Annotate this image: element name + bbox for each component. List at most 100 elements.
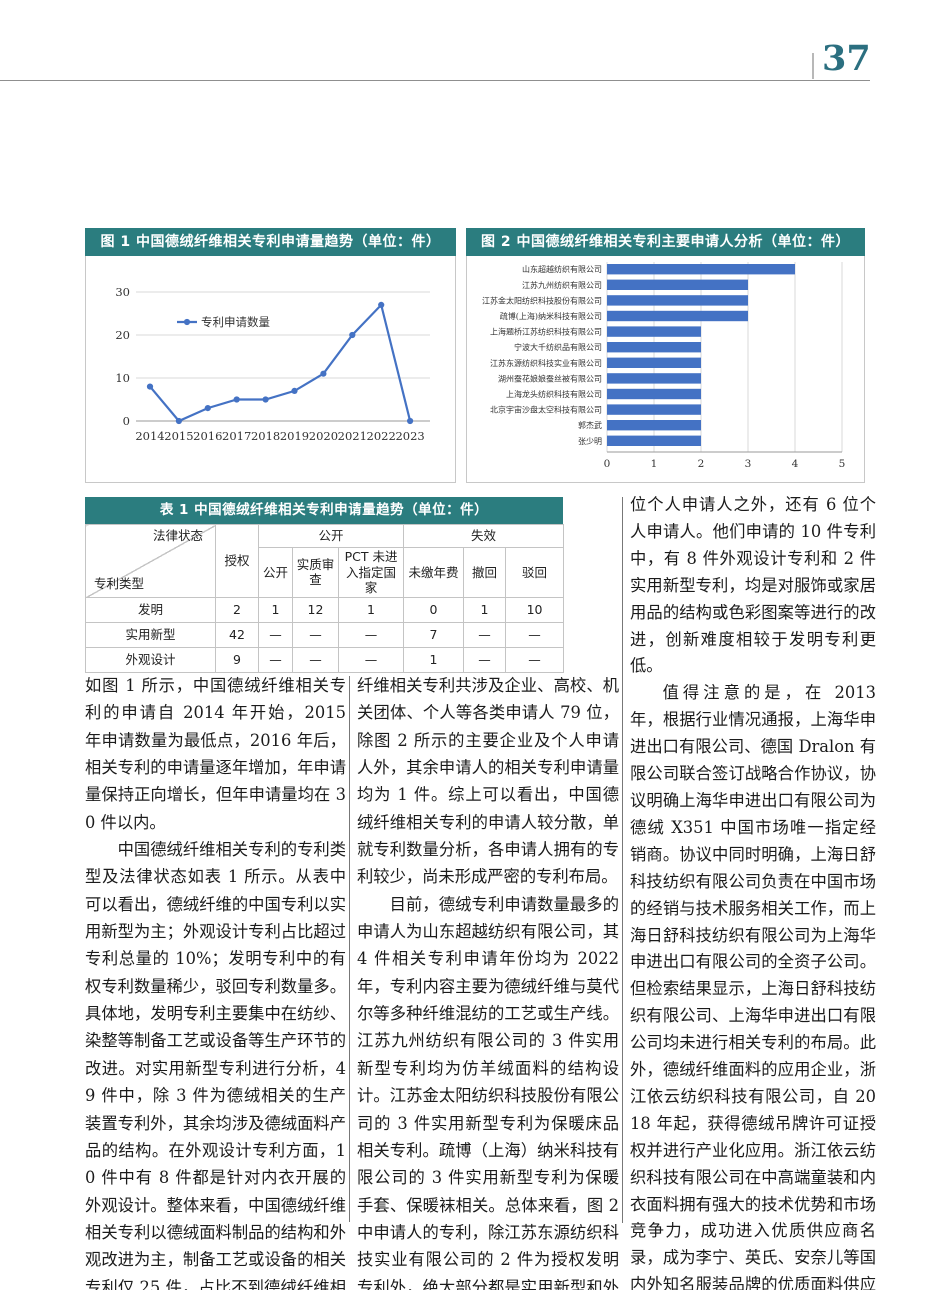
bar-label: 上海龙头纺织科技有限公司: [506, 389, 602, 399]
paragraph: 位个人申请人之外，还有 6 位个人申请人。他们申请的 10 件专利中，有 8 件…: [630, 495, 876, 676]
row-label: 发明: [85, 596, 216, 623]
row-label: 外观设计: [85, 646, 216, 673]
table-cell: 10: [505, 596, 565, 623]
bar-label: 宁波大千纺织品有限公司: [514, 342, 602, 352]
table-cell: —: [258, 646, 293, 673]
table-cell: —: [292, 646, 339, 673]
svg-text:1: 1: [651, 458, 658, 470]
col-header-authorized: 授权: [215, 524, 259, 598]
bar-label: 上海题桥江苏纺织科技有限公司: [490, 327, 602, 337]
table-row: 外观设计 9— — —1— —: [85, 646, 565, 673]
svg-text:2018: 2018: [251, 429, 280, 443]
svg-text:20: 20: [115, 328, 130, 342]
bar: [607, 373, 701, 384]
table-cell: —: [463, 646, 507, 673]
bar-label: 江苏九州纺织有限公司: [522, 280, 602, 290]
bar-label: 北京宇宙沙盘太空科技有限公司: [490, 405, 602, 415]
svg-text:0: 0: [604, 458, 611, 470]
page-number: 37: [822, 38, 871, 79]
header-rule: [0, 80, 870, 81]
bar: [607, 435, 701, 446]
figure-2-title: 图 2 中国德绒纤维相关专利主要申请人分析（单位：件）: [466, 228, 865, 256]
paragraph: 纤维相关专利共涉及企业、高校、机关团体、个人等各类申请人 79 位，除图 2 所…: [357, 676, 619, 887]
figure-1-chart: 0 10 20 30 2014 2015 2016 2017 2018 2019 2020 2021 2…: [85, 256, 456, 483]
bar: [607, 279, 748, 290]
col-header-rejected: 驳回: [505, 547, 565, 598]
col-header-unpaid-fee: 未缴年费: [403, 547, 465, 598]
bar-label: 江苏东源纺织科技实业有限公司: [490, 358, 602, 368]
svg-text:0: 0: [123, 414, 130, 428]
legend-marker-icon: [183, 318, 191, 326]
table-1: 表 1 中国德绒纤维相关专利申请量趋势（单位：件） 法律状态 专利类型 授权 公…: [85, 497, 565, 673]
bar-label: 江苏金太阳纺织科技股份有限公司: [482, 295, 602, 305]
svg-text:4: 4: [792, 458, 799, 470]
table-row: 实用新型 42— — —7— —: [85, 621, 565, 648]
bar: [607, 326, 701, 337]
table-cell: —: [337, 646, 405, 673]
col-group-invalid: 失效: [403, 524, 565, 548]
figure-2: 图 2 中国德绒纤维相关专利主要申请人分析（单位：件） 0 1 2 3 4 5 山东超越纺织…: [466, 228, 865, 483]
table-cell: —: [505, 646, 565, 673]
table-corner-cell: 法律状态 专利类型: [85, 524, 216, 598]
svg-text:3: 3: [745, 458, 752, 470]
table-row: 发明 2 1 12 1 0 1 10: [85, 596, 565, 623]
paragraph: 值得注意的是，在 2013 年，根据行业情况通报，上海华申进出口有限公司、德国 …: [630, 683, 876, 1290]
table-cell: 1: [258, 596, 293, 623]
page-number-separator: [812, 53, 814, 79]
svg-text:2020: 2020: [309, 429, 338, 443]
paragraph: 如图 1 所示，中国德绒纤维相关专利的申请自 2014 年开始，2015 年申请…: [85, 676, 346, 832]
patent-status-table: 法律状态 专利类型 授权 公开 失效 公开 实质审查 PCT 未进入指定国家 未…: [85, 524, 565, 673]
table-cell: —: [505, 621, 565, 648]
col-group-public: 公开: [257, 524, 405, 548]
svg-text:2023: 2023: [395, 429, 424, 443]
paragraph: 目前，德绒专利申请数量最多的申请人为山东超越纺织有限公司，其 4 件相关专利申请…: [357, 894, 619, 1290]
bar-label: 疏博(上海)纳米科技有限公司: [500, 311, 602, 321]
table-cell: 2: [215, 596, 259, 623]
bar: [607, 295, 748, 306]
bar: [607, 420, 701, 431]
svg-text:2: 2: [698, 458, 705, 470]
col-header-public: 公开: [258, 547, 293, 598]
text-column-right: 位个人申请人之外，还有 6 位个人申请人。他们申请的 10 件专利中，有 8 件…: [630, 492, 876, 1290]
table-cell: 1: [337, 596, 405, 623]
svg-text:2019: 2019: [280, 429, 309, 443]
column-separator-2: [622, 497, 623, 1223]
column-separator-1: [349, 676, 350, 1222]
svg-text:2021: 2021: [338, 429, 367, 443]
corner-label-patent-type: 专利类型: [94, 576, 145, 592]
legend-label: 专利申请数量: [201, 315, 270, 329]
table-cell: 0: [403, 596, 465, 623]
table-cell: —: [258, 621, 293, 648]
table-cell: —: [337, 621, 405, 648]
bar-label: 湖州蚕花娘娘蚕丝被有限公司: [498, 373, 602, 383]
svg-text:2016: 2016: [193, 429, 222, 443]
bar-label: 山东超越纺织有限公司: [522, 264, 602, 274]
bar: [607, 388, 701, 400]
bar-label: 郭杰武: [578, 420, 602, 430]
bar: [607, 310, 748, 322]
svg-text:10: 10: [115, 371, 130, 385]
row-label: 实用新型: [85, 621, 216, 648]
table-1-title: 表 1 中国德绒纤维相关专利申请量趋势（单位：件）: [85, 497, 563, 524]
bar: [607, 264, 795, 275]
col-header-substantive-exam: 实质审查: [292, 547, 339, 598]
svg-text:30: 30: [115, 285, 130, 299]
table-cell: —: [292, 621, 339, 648]
svg-text:2015: 2015: [164, 429, 193, 443]
table-cell: 1: [403, 646, 465, 673]
bar: [607, 342, 701, 353]
svg-text:5: 5: [839, 458, 846, 470]
table-cell: 1: [463, 596, 507, 623]
table-cell: —: [463, 621, 507, 648]
text-column-left: 如图 1 所示，中国德绒纤维相关专利的申请自 2014 年开始，2015 年申请…: [85, 672, 346, 1290]
corner-label-legal-status: 法律状态: [152, 528, 203, 543]
paragraph: 中国德绒纤维相关专利的专利类型及法律状态如表 1 所示。从表中可以看出，德绒纤维…: [85, 840, 346, 1290]
table-cell: 42: [215, 621, 259, 648]
table-cell: 7: [403, 621, 465, 648]
svg-text:2017: 2017: [222, 429, 251, 443]
text-column-middle: 纤维相关专利共涉及企业、高校、机关团体、个人等各类申请人 79 位，除图 2 所…: [357, 672, 619, 1290]
col-header-pct: PCT 未进入指定国家: [337, 547, 405, 598]
figure-2-chart: 0 1 2 3 4 5 山东超越纺织有限公司 江苏九州纺织有限公司江苏金太阳纺织科技股份有限公…: [466, 256, 865, 483]
